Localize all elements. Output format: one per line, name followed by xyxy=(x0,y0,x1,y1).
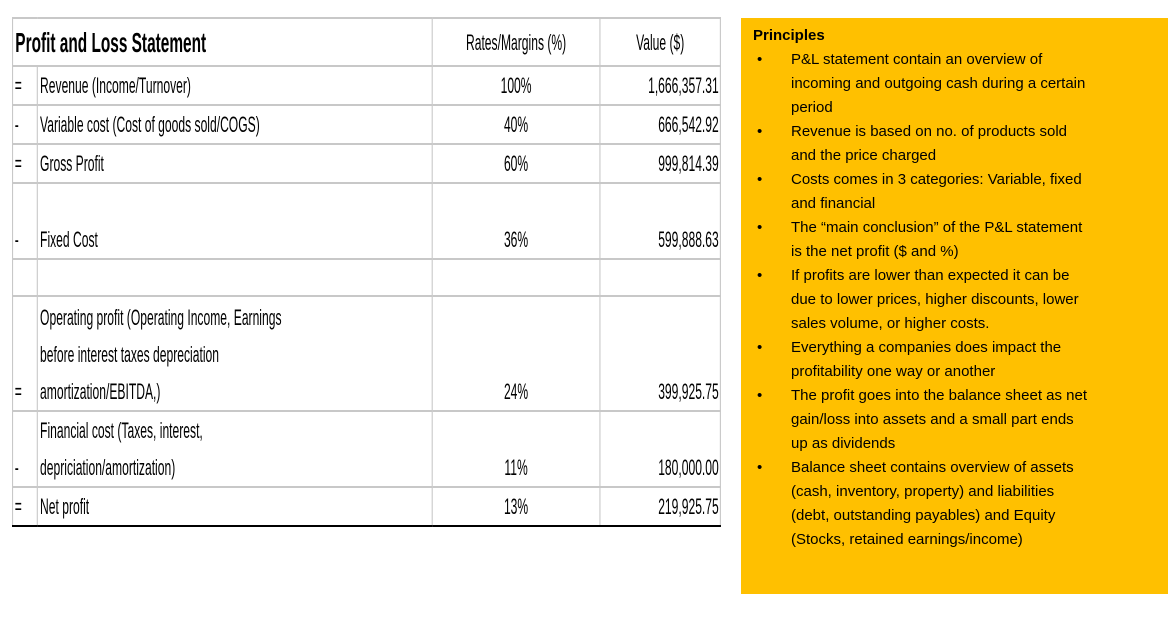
row-label-line: Revenue (Income/Turnover) xyxy=(40,73,191,98)
bullet-icon: • xyxy=(757,219,763,236)
row-label-line: Net profit xyxy=(40,494,90,519)
principle-line: Balance sheet contains overview of asset… xyxy=(791,459,1074,476)
row-label: Variable cost (Cost of goods sold/COGS) xyxy=(36,104,433,145)
row-value: 219,925.75 xyxy=(599,486,721,527)
row-value: 666,542.92 xyxy=(599,104,721,145)
principle-line: period xyxy=(791,99,833,116)
table-header-row: Profit and Loss Statement Rates/Margins … xyxy=(12,17,721,67)
table-row: = Operating profit (Operating Income, Ear… xyxy=(12,295,721,412)
row-label-line: Fixed Cost xyxy=(40,227,98,252)
table-title: Profit and Loss Statement xyxy=(12,17,433,67)
row-sign: - xyxy=(12,182,38,260)
column-header-value: Value ($) xyxy=(599,17,721,67)
row-label-line: before interest taxes depreciation xyxy=(40,342,219,367)
row-sign: = xyxy=(12,486,38,527)
principle-line: gain/loss into assets and a small part e… xyxy=(791,411,1074,428)
row-label-line: depriciation/amortization) xyxy=(40,455,176,480)
principles-title: Principles xyxy=(753,27,825,44)
table-row xyxy=(12,258,721,297)
row-rate: 100% xyxy=(431,65,601,106)
row-label-line: Gross Profit xyxy=(40,151,104,176)
bullet-icon: • xyxy=(757,51,763,68)
row-label-line: Variable cost (Cost of goods sold/COGS) xyxy=(40,112,260,137)
principle-line: Costs comes in 3 categories: Variable, f… xyxy=(791,171,1082,188)
principle-item: • If profits are lower than expected it c… xyxy=(753,264,1087,336)
row-value xyxy=(599,258,721,297)
row-label: Net profit xyxy=(36,486,433,527)
bullet-icon: • xyxy=(757,459,763,476)
row-rate: 13% xyxy=(431,486,601,527)
pl-statement-table: Profit and Loss Statement Rates/Margins … xyxy=(12,17,721,527)
bullet-icon: • xyxy=(757,267,763,284)
principle-line: (debt, outstanding payables) and Equity xyxy=(791,507,1056,524)
row-sign: = xyxy=(12,143,38,184)
table-row: - Financial cost (Taxes, interest, deprici… xyxy=(12,410,721,488)
principle-item: • The profit goes into the balance sheet … xyxy=(753,384,1087,456)
principle-line: Revenue is based on no. of products sold xyxy=(791,123,1068,140)
principle-line: and the price charged xyxy=(791,147,937,164)
row-label-line: amortization/EBITDA,) xyxy=(40,379,161,404)
row-value: 599,888.63 xyxy=(599,182,721,260)
row-label: Gross Profit xyxy=(36,143,433,184)
row-label: Operating profit (Operating Income, Earn… xyxy=(36,295,433,412)
bullet-icon: • xyxy=(757,123,763,140)
column-header-rates: Rates/Margins (%) xyxy=(431,17,601,67)
principle-line: (cash, inventory, property) and liabilit… xyxy=(791,483,1055,500)
principle-line: Everything a companies does impact the xyxy=(791,339,1062,356)
principle-line: sales volume, or higher costs. xyxy=(791,315,990,332)
table-row: = Net profit 13% 219,925.75 xyxy=(12,486,721,527)
pl-statement-table-wrapper: Profit and Loss Statement Rates/Margins … xyxy=(12,17,721,527)
row-label-line: Operating profit (Operating Income, Earn… xyxy=(40,305,282,330)
principle-item: • P&L statement contain an overview of inc… xyxy=(753,48,1087,120)
row-label xyxy=(36,258,433,297)
row-label: Revenue (Income/Turnover) xyxy=(36,65,433,106)
row-label: Financial cost (Taxes, interest, depricia… xyxy=(36,410,433,488)
row-sign: - xyxy=(12,410,38,488)
table-row: - Variable cost (Cost of goods sold/COGS)… xyxy=(12,104,721,145)
principle-line: incoming and outgoing cash during a cert… xyxy=(791,75,1086,92)
row-value: 399,925.75 xyxy=(599,295,721,412)
principle-line: profitability one way or another xyxy=(791,363,996,380)
bullet-icon: • xyxy=(757,387,763,404)
row-rate xyxy=(431,258,601,297)
table-row: - Fixed Cost 36% 599,888.63 xyxy=(12,182,721,260)
principle-line: The “main conclusion” of the P&L stateme… xyxy=(791,219,1083,236)
principle-item: • Balance sheet contains overview of asse… xyxy=(753,456,1087,552)
row-value: 999,814.39 xyxy=(599,143,721,184)
row-label-line: Financial cost (Taxes, interest, xyxy=(40,418,203,443)
row-value: 1,666,357.31 xyxy=(599,65,721,106)
principle-line: P&L statement contain an overview of xyxy=(791,51,1043,68)
row-sign: = xyxy=(12,295,38,412)
principle-line: is the net profit ($ and %) xyxy=(791,243,959,260)
table-row: = Revenue (Income/Turnover) 100% 1,666,357.… xyxy=(12,65,721,106)
principle-item: • Everything a companies does impact the p… xyxy=(753,336,1087,384)
bullet-icon: • xyxy=(757,171,763,188)
row-rate: 40% xyxy=(431,104,601,145)
principles-list: • P&L statement contain an overview of inc… xyxy=(753,48,1087,552)
row-sign xyxy=(12,258,38,297)
row-label: Fixed Cost xyxy=(36,182,433,260)
bullet-icon: • xyxy=(757,339,763,356)
table-row: = Gross Profit 60% 999,814.39 xyxy=(12,143,721,184)
principle-item: • Revenue is based on no. of products sol… xyxy=(753,120,1087,168)
row-rate: 60% xyxy=(431,143,601,184)
principle-line: If profits are lower than expected it ca… xyxy=(791,267,1070,284)
principle-item: • Costs comes in 3 categories: Variable, … xyxy=(753,168,1087,216)
principle-item: • The “main conclusion” of the P&L statem… xyxy=(753,216,1087,264)
row-value: 180,000.00 xyxy=(599,410,721,488)
principle-line: (Stocks, retained earnings/income) xyxy=(791,531,1023,548)
principle-line: due to lower prices, higher discounts, l… xyxy=(791,291,1079,308)
row-sign: - xyxy=(12,104,38,145)
principle-line: up as dividends xyxy=(791,435,896,452)
principle-line: and financial xyxy=(791,195,876,212)
principles-panel: Principles • P&L statement contain an ove… xyxy=(741,18,1168,594)
row-sign: = xyxy=(12,65,38,106)
principle-line: The profit goes into the balance sheet a… xyxy=(791,387,1088,404)
row-rate: 24% xyxy=(431,295,601,412)
row-rate: 11% xyxy=(431,410,601,488)
row-rate: 36% xyxy=(431,182,601,260)
